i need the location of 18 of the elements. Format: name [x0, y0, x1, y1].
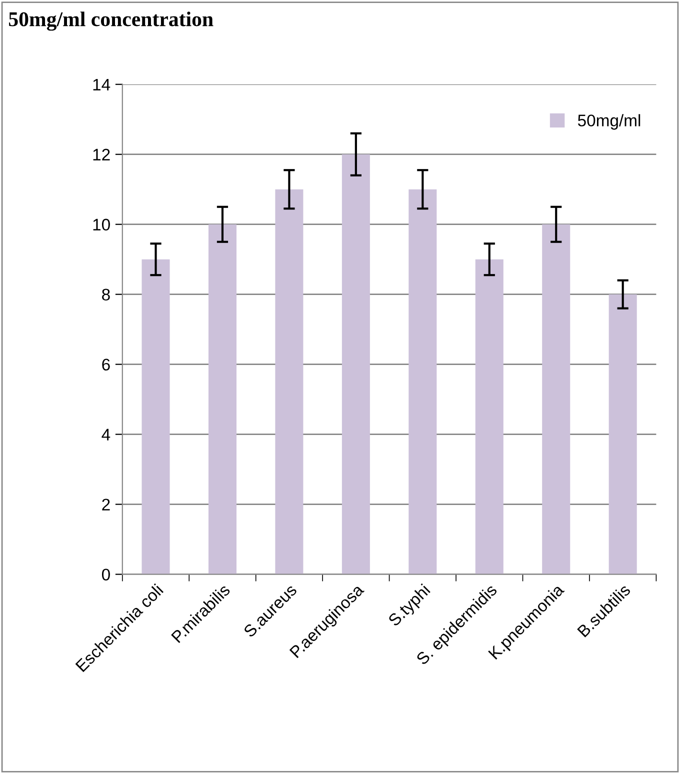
- y-tick-label: 2: [102, 498, 110, 510]
- y-tick-label: 4: [102, 428, 110, 440]
- bar: [275, 189, 304, 574]
- bar: [475, 259, 504, 574]
- y-tick-label: 8: [102, 288, 110, 301]
- bar: [208, 224, 236, 574]
- legend-label: 50mg/ml: [578, 114, 640, 130]
- chart-title: 50mg/ml concentration: [8, 12, 214, 31]
- y-tick-label: 6: [102, 358, 110, 371]
- bar: [608, 294, 637, 574]
- bar: [342, 154, 370, 574]
- bar: [542, 224, 570, 574]
- y-tick-label: 10: [93, 218, 110, 231]
- y-tick-label: 14: [93, 78, 110, 90]
- y-tick-label: 0: [102, 568, 110, 581]
- bar: [408, 189, 437, 574]
- y-tick-label: 12: [93, 148, 110, 160]
- bar: [142, 259, 170, 574]
